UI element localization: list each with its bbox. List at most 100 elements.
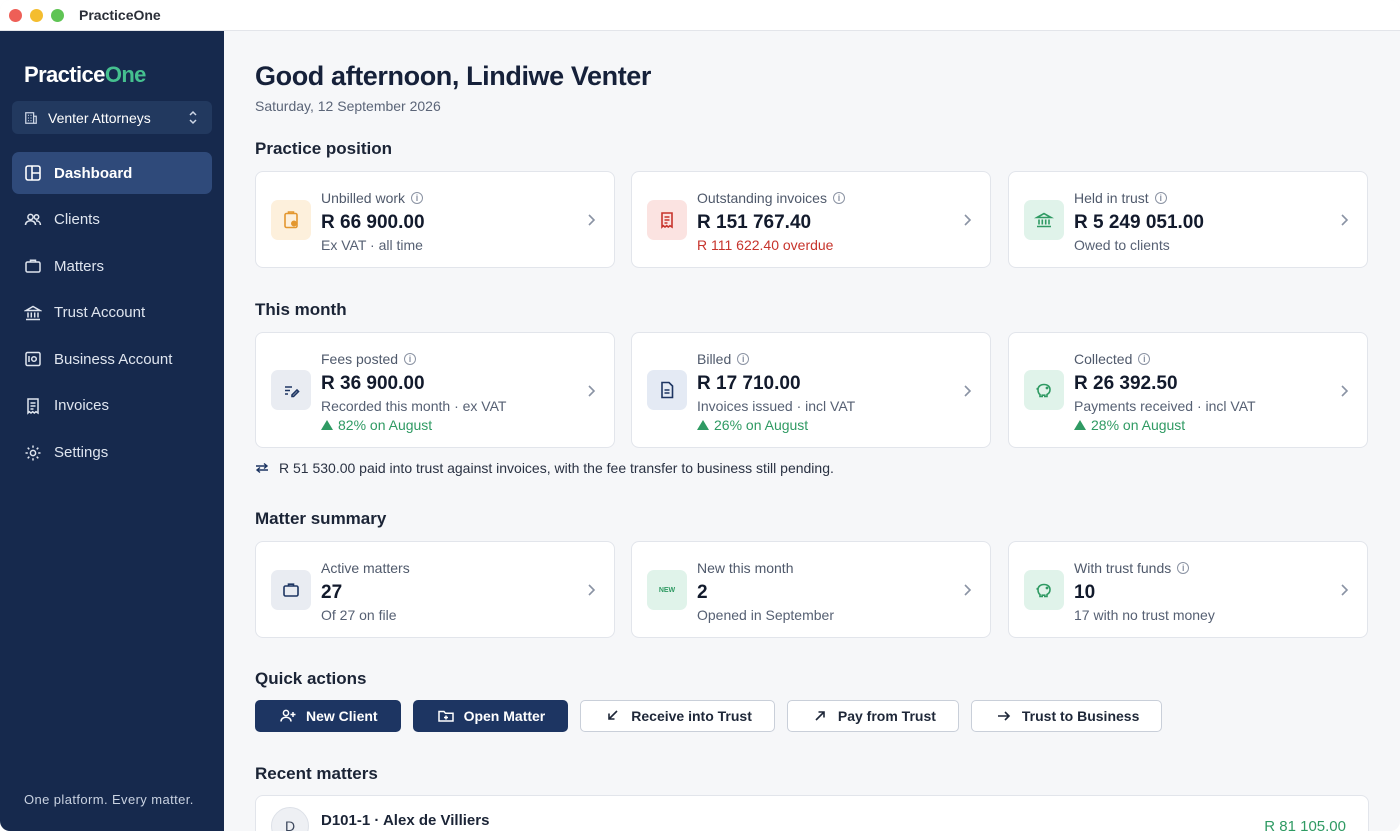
open-matter-button[interactable]: Open Matter <box>412 700 569 732</box>
gear-icon <box>24 444 42 462</box>
zoom-window-button[interactable] <box>51 8 64 22</box>
card-billed[interactable]: Billed i R 17 710.00 Invoices issued · in… <box>631 332 991 448</box>
card-value: R 36 900.00 <box>321 373 425 394</box>
trend-indicator: 26% on August <box>697 417 808 433</box>
main-content: Good afternoon, Lindiwe Venter Saturday,… <box>224 31 1400 831</box>
close-window-button[interactable] <box>9 8 22 22</box>
trust-to-business-button[interactable]: Trust to Business <box>970 700 1163 732</box>
card-label: Unbilled work i <box>321 190 424 206</box>
firm-selector[interactable]: Venter Attorneys <box>12 101 212 134</box>
card-fees-posted[interactable]: Fees posted i R 36 900.00 Recorded this m… <box>255 332 615 448</box>
card-value: R 17 710.00 <box>697 373 801 394</box>
clipboard-icon <box>271 200 311 240</box>
sidebar-item-label: Business Account <box>54 350 173 368</box>
new-badge-icon: NEW <box>647 570 687 610</box>
sidebar-item-clients[interactable]: Clients <box>12 199 212 241</box>
trust-transfer-note: R 51 530.00 paid into trust against invo… <box>255 460 834 476</box>
avatar: D <box>271 807 309 831</box>
card-label-text: Fees posted <box>321 351 399 367</box>
card-collected[interactable]: Collected i R 26 392.50 Payments received… <box>1008 332 1368 448</box>
card-value: 27 <box>321 582 343 603</box>
briefcase-icon <box>271 570 311 610</box>
sidebar-item-trust-account[interactable]: Trust Account <box>12 292 212 334</box>
chevron-right-icon <box>964 584 972 596</box>
card-subtext: Of 27 on file <box>321 607 397 623</box>
pay-from-trust-button[interactable]: Pay from Trust <box>786 700 959 732</box>
info-icon[interactable]: i <box>411 192 424 204</box>
card-subtext: Invoices issued · incl VAT <box>697 398 856 414</box>
sidebar-item-label: Clients <box>54 211 100 229</box>
trend-indicator: 28% on August <box>1074 417 1185 433</box>
section-title-matter-summary: Matter summary <box>255 509 387 528</box>
pen-icon <box>271 370 311 410</box>
button-label: Open Matter <box>463 708 546 724</box>
recent-matter-row[interactable]: D D101-1 · Alex de Villiers R 81 105.00 <box>255 795 1369 831</box>
info-icon[interactable]: i <box>832 192 845 204</box>
card-label-text: New this month <box>697 560 794 576</box>
card-active-matters[interactable]: Active matters 27 Of 27 on file <box>255 541 615 638</box>
chevron-right-icon <box>964 214 972 226</box>
chevron-right-icon <box>1341 584 1349 596</box>
card-unbilled-work[interactable]: Unbilled work i R 66 900.00 Ex VAT · all … <box>255 171 615 268</box>
sidebar-tagline: One platform. Every matter. <box>24 792 194 807</box>
sidebar-item-settings[interactable]: Settings <box>12 432 212 474</box>
card-new-this-month[interactable]: NEW New this month 2 Opened in September <box>631 541 991 638</box>
chevron-right-icon <box>588 584 596 596</box>
card-subtext: Owed to clients <box>1074 237 1170 253</box>
sidebar-item-label: Settings <box>54 444 109 462</box>
card-label: Fees posted i <box>321 351 417 367</box>
quick-actions-bar: New Client Open Matter Receive into Trus… <box>255 700 1163 732</box>
card-subtext: Opened in September <box>697 607 834 623</box>
card-value: R 5 249 051.00 <box>1074 212 1204 233</box>
sidebar-item-matters[interactable]: Matters <box>12 245 212 287</box>
minimize-window-button[interactable] <box>30 8 43 22</box>
add-user-icon <box>280 709 296 722</box>
card-label-text: Unbilled work <box>321 190 406 206</box>
section-title-this-month: This month <box>255 300 347 319</box>
arrow-down-left-icon <box>608 710 618 720</box>
receive-into-trust-button[interactable]: Receive into Trust <box>580 700 775 732</box>
button-label: New Client <box>306 708 378 724</box>
title-bar: PracticeOne <box>0 0 1400 31</box>
card-label-text: With trust funds <box>1074 560 1172 576</box>
piggy-bank-icon <box>1024 370 1064 410</box>
receipt-icon <box>24 397 42 415</box>
trend-up-icon <box>321 420 333 430</box>
sidebar-item-invoices[interactable]: Invoices <box>12 385 212 427</box>
card-value: R 66 900.00 <box>321 212 425 233</box>
info-icon[interactable]: i <box>1138 353 1151 365</box>
new-client-button[interactable]: New Client <box>255 700 401 732</box>
card-value: R 151 767.40 <box>697 212 812 233</box>
bank-icon <box>24 304 42 322</box>
matter-amount: R 81 105.00 <box>1264 818 1346 831</box>
card-subtext: Payments received · incl VAT <box>1074 398 1256 414</box>
app-logo: PracticeOne <box>24 62 146 88</box>
page-title: Good afternoon, Lindiwe Venter <box>255 61 652 91</box>
card-outstanding-invoices[interactable]: Outstanding invoices i R 151 767.40 R 111… <box>631 171 991 268</box>
card-label: Active matters <box>321 560 410 576</box>
info-icon[interactable]: i <box>1177 562 1190 574</box>
card-with-trust-funds[interactable]: With trust funds i 10 17 with no trust mo… <box>1008 541 1368 638</box>
sidebar-item-label: Trust Account <box>54 304 146 322</box>
document-icon <box>647 370 687 410</box>
card-held-in-trust[interactable]: Held in trust i R 5 249 051.00 Owed to cl… <box>1008 171 1368 268</box>
info-icon[interactable]: i <box>404 353 417 365</box>
button-label: Pay from Trust <box>837 708 936 724</box>
transfer-arrows-icon <box>255 462 269 474</box>
sidebar: PracticeOne Venter Attorneys Dashboard C… <box>0 31 224 831</box>
trend-text: 26% on August <box>714 417 809 433</box>
sidebar-item-label: Dashboard <box>54 164 133 182</box>
sidebar-item-dashboard[interactable]: Dashboard <box>12 152 212 194</box>
card-label: Held in trust i <box>1074 190 1167 206</box>
arrow-up-right-icon <box>815 711 825 721</box>
card-label: New this month <box>697 560 793 576</box>
card-label-text: Active matters <box>321 560 410 576</box>
info-icon[interactable]: i <box>1154 192 1167 204</box>
sidebar-item-business-account[interactable]: Business Account <box>12 338 212 380</box>
info-icon[interactable]: i <box>737 353 750 365</box>
card-label-text: Outstanding invoices <box>697 190 827 206</box>
matter-title: D101-1 · Alex de Villiers <box>321 812 490 829</box>
chevron-right-icon <box>1341 214 1349 226</box>
card-label-text: Held in trust <box>1074 190 1149 206</box>
